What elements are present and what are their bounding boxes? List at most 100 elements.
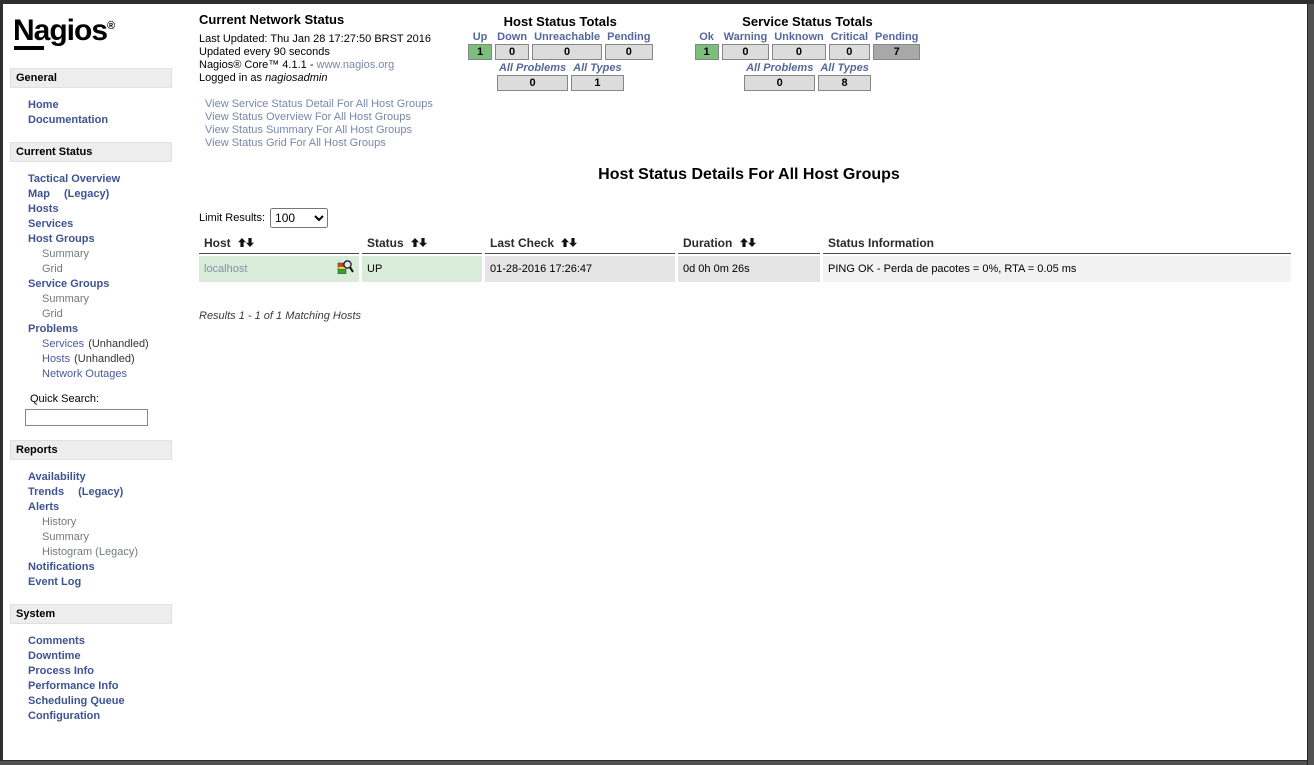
quick-search-input[interactable]: [25, 409, 148, 426]
logged-in-text: Logged in as nagiosadmin: [199, 72, 439, 84]
sort-desc-icon[interactable]: [747, 238, 756, 247]
status-cell: UP: [362, 256, 482, 282]
sidebar-item-alerts[interactable]: Alerts: [28, 501, 60, 513]
sort-asc-icon[interactable]: [561, 238, 570, 247]
sidebar-item-problems-services[interactable]: Services: [42, 337, 85, 350]
sidebar-item-trends[interactable]: Trends: [28, 486, 65, 498]
host-totals-pending-count[interactable]: 0: [605, 44, 653, 60]
view-status-grid-link[interactable]: View Status Grid For All Host Groups: [205, 137, 386, 149]
sidebar-item-configuration[interactable]: Configuration: [28, 710, 101, 722]
sort-asc-icon[interactable]: [739, 238, 748, 247]
service-totals-all-problems-count[interactable]: 0: [744, 75, 816, 91]
sidebar-item-service-groups-grid[interactable]: Grid: [42, 307, 63, 320]
sidebar-item-host-groups-grid[interactable]: Grid: [42, 262, 63, 275]
registered-mark: ®: [107, 20, 115, 32]
service-totals-unknown-count[interactable]: 0: [772, 44, 826, 60]
results-count-text: Results 1 - 1 of 1 Matching Hosts: [199, 310, 362, 322]
problems-hosts-unhandled-label[interactable]: (Unhandled): [74, 352, 135, 365]
sidebar-item-performance-info[interactable]: Performance Info: [28, 680, 119, 692]
sidebar-item-notifications[interactable]: Notifications: [28, 561, 95, 573]
nagios-org-link[interactable]: www.nagios.org: [316, 59, 395, 71]
sidebar-item-process-info[interactable]: Process Info: [28, 665, 95, 677]
sidebar-item-map-legacy[interactable]: (Legacy): [64, 187, 110, 200]
nagios-logo[interactable]: Nagios®: [13, 14, 115, 54]
limit-results-select[interactable]: 100: [270, 208, 329, 228]
sidebar-item-service-groups[interactable]: Service Groups: [28, 277, 110, 290]
sidebar-item-alerts-summary[interactable]: Summary: [42, 531, 90, 543]
sidebar-item-hosts[interactable]: Hosts: [28, 202, 59, 215]
service-totals-critical-count[interactable]: 0: [828, 44, 871, 60]
service-totals-header-pending[interactable]: Pending: [875, 31, 919, 43]
column-header-status-information: Status Information: [823, 234, 1291, 254]
host-totals-all-problems-count[interactable]: 0: [496, 75, 569, 91]
sidebar-item-map[interactable]: Map: [28, 187, 50, 200]
problems-services-unhandled-label[interactable]: (Unhandled): [88, 337, 149, 350]
column-header-last-check: Last Check: [485, 234, 675, 254]
sidebar-item-documentation[interactable]: Documentation: [28, 113, 109, 126]
last-updated-text: Last Updated: Thu Jan 28 17:27:50 BRST 2…: [199, 33, 431, 45]
sidebar-item-availability[interactable]: Availability: [28, 471, 86, 483]
host-link[interactable]: localhost: [204, 263, 248, 275]
view-status-overview-link[interactable]: View Status Overview For All Host Groups: [205, 111, 411, 123]
scrollbar-strip[interactable]: [1307, 4, 1314, 765]
extended-info-icon[interactable]: [337, 260, 354, 278]
sidebar-item-scheduling-queue[interactable]: Scheduling Queue: [28, 695, 125, 707]
service-totals-pending-count[interactable]: 7: [873, 44, 921, 60]
host-cell: localhost: [199, 256, 359, 282]
sidebar-item-comments[interactable]: Comments: [28, 635, 85, 647]
sort-asc-icon[interactable]: [238, 238, 247, 247]
sort-desc-icon[interactable]: [246, 238, 255, 247]
sidebar-item-trends-legacy[interactable]: (Legacy): [78, 486, 124, 498]
sidebar-item-host-groups[interactable]: Host Groups: [28, 232, 95, 245]
host-totals-all-types-label[interactable]: All Types: [573, 62, 622, 74]
host-totals-header-up[interactable]: Up: [472, 31, 488, 43]
service-totals-title: Service Status Totals: [742, 14, 873, 29]
view-service-status-detail-link[interactable]: View Service Status Detail For All Host …: [205, 98, 433, 110]
sort-desc-icon[interactable]: [569, 238, 578, 247]
sort-desc-icon[interactable]: [419, 238, 428, 247]
limit-results-label: Limit Results:: [199, 212, 266, 224]
host-totals-all-problems-label[interactable]: All Problems: [498, 62, 567, 74]
host-totals-down-count[interactable]: 0: [495, 44, 530, 60]
host-totals-up-count[interactable]: 1: [468, 44, 493, 60]
host-totals-header-down[interactable]: Down: [497, 31, 528, 43]
sort-icons-duration: [739, 236, 756, 250]
service-totals-all-problems-label[interactable]: All Problems: [746, 62, 814, 74]
sort-asc-icon[interactable]: [411, 238, 420, 247]
sidebar-item-host-groups-summary[interactable]: Summary: [42, 247, 90, 260]
service-totals-all-types-count[interactable]: 8: [818, 75, 871, 91]
table-header-row: Host Status Last Check Duration: [199, 234, 1291, 254]
sidebar-item-services[interactable]: Services: [28, 217, 74, 230]
update-interval-text: Updated every 90 seconds: [199, 46, 330, 58]
service-totals-all-types-label[interactable]: All Types: [820, 62, 869, 74]
sidebar-item-downtime[interactable]: Downtime: [28, 650, 81, 662]
nagios-page: Nagios® General Home Documentation Curre…: [3, 4, 1307, 760]
service-totals-header-critical[interactable]: Critical: [830, 31, 869, 43]
view-status-summary-link[interactable]: View Status Summary For All Host Groups: [205, 124, 413, 136]
sidebar-item-tactical-overview[interactable]: Tactical Overview: [28, 172, 121, 185]
network-status-title: Current Network Status: [199, 12, 345, 27]
sidebar-item-alerts-histogram[interactable]: Histogram (Legacy): [42, 546, 138, 558]
section-header-reports: Reports: [10, 440, 172, 460]
service-totals-header-warning[interactable]: Warning: [723, 31, 768, 43]
service-totals-table: Ok Warning Unknown Critical Pending 1 0 …: [692, 30, 924, 61]
service-totals-header-unknown[interactable]: Unknown: [774, 31, 824, 43]
service-totals-warning-count[interactable]: 0: [721, 44, 770, 60]
host-totals-unreachable-count[interactable]: 0: [532, 44, 603, 60]
sidebar-item-event-log[interactable]: Event Log: [28, 576, 82, 588]
page-title: Host Status Details For All Host Groups: [598, 166, 900, 183]
sidebar-item-problems-hosts[interactable]: Hosts: [42, 352, 71, 365]
logo-underline: [14, 45, 44, 50]
sidebar-item-home[interactable]: Home: [28, 98, 59, 111]
sidebar-item-problems[interactable]: Problems: [28, 322, 79, 335]
sidebar-item-network-outages[interactable]: Network Outages: [42, 367, 127, 380]
logged-in-prefix: Logged in as: [199, 72, 266, 84]
service-totals-header-ok[interactable]: Ok: [699, 31, 714, 43]
host-totals-header-unreachable[interactable]: Unreachable: [534, 31, 601, 43]
sidebar-item-alerts-history[interactable]: History: [42, 516, 77, 528]
host-totals-header-pending[interactable]: Pending: [607, 31, 651, 43]
sidebar-item-service-groups-summary[interactable]: Summary: [42, 292, 90, 305]
service-totals-ok-count[interactable]: 1: [694, 44, 719, 60]
host-totals-all-types-count[interactable]: 1: [571, 75, 624, 91]
